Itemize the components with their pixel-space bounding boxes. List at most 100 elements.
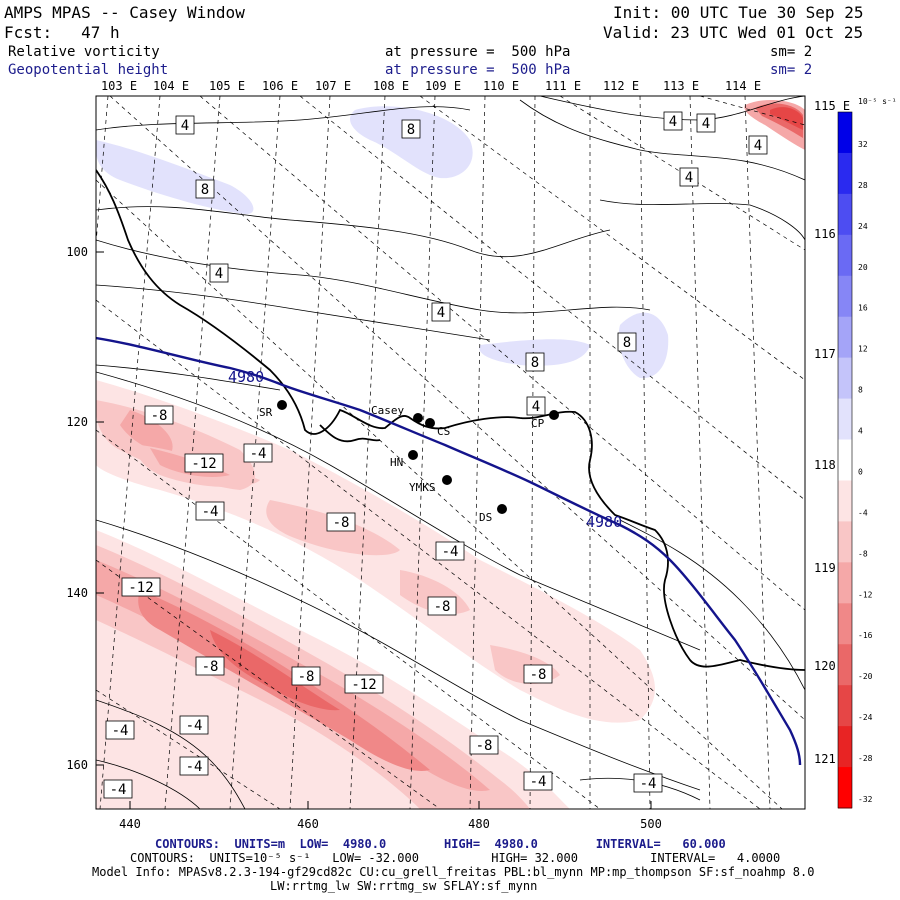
colorbar-swatch (838, 726, 852, 768)
svg-text:-8: -8 (476, 738, 493, 754)
colorbar-tick-label: 16 (858, 304, 868, 313)
colorbar-swatch (838, 357, 852, 400)
station-marker[interactable] (497, 504, 507, 514)
svg-text:-4: -4 (186, 718, 203, 734)
contour-label: -4 (633, 773, 663, 793)
svg-text:4: 4 (754, 138, 762, 154)
colorbar-swatch (838, 112, 852, 154)
colorbar-tick-label: 12 (858, 345, 868, 354)
colorbar-swatch (838, 480, 852, 522)
contour-label: -4 (523, 771, 553, 791)
station-marker[interactable] (549, 410, 559, 420)
x-axis-tickmarks (129, 801, 652, 809)
vorticity-labels: 4 8 8 4 4 4 4 4 8 8 4 4 -8 -4 -12 -4 -8 … (103, 111, 768, 799)
lon-label: 115 E (814, 99, 850, 113)
lon-label: 114 E (725, 79, 761, 93)
colorbar-tick-label: 0 (858, 467, 863, 476)
lon-label: 110 E (483, 79, 519, 93)
height-contour-info: CONTOURS: UNITS=m LOW= 4980.0 HIGH= 4980… (155, 837, 726, 851)
lon-top-labels: 103 E 104 E 105 E 106 E 107 E 108 E 109 … (101, 79, 761, 93)
contour-label: -4 (179, 715, 209, 735)
height-label: 4980 (228, 368, 264, 386)
lon-label: 111 E (545, 79, 581, 93)
colorbar-swatch (838, 439, 852, 481)
contour-label: -8 (144, 405, 174, 425)
contour-label: 8 (401, 119, 421, 139)
map-title: AMPS MPAS -- Casey Window (4, 3, 245, 22)
valid-time: Valid: 23 UTC Wed 01 Oct 25 (603, 23, 864, 42)
stations: SR Casey CS HN YMKS DS CP (259, 400, 559, 524)
lon-label: 109 E (425, 79, 461, 93)
station-label: CS (437, 425, 450, 438)
svg-text:-4: -4 (640, 776, 657, 792)
colorbar-tick-label: 28 (858, 181, 868, 190)
svg-text:4: 4 (437, 305, 445, 321)
svg-text:-8: -8 (298, 669, 315, 685)
vorticity-positive-shading (96, 106, 669, 379)
colorbar-tick-label: 24 (858, 222, 868, 231)
colorbar-tick-label: -8 (858, 549, 868, 558)
x-tick-label: 500 (640, 817, 662, 831)
y-tick-label: 100 (66, 245, 88, 259)
colorbar-swatch (838, 234, 852, 277)
height-contour-4980 (96, 336, 802, 766)
y-axis-tickmarks (96, 251, 104, 766)
contour-label: 8 (617, 332, 637, 352)
station-marker[interactable] (277, 400, 287, 410)
contour-label: -4 (179, 756, 209, 776)
field1-level: at pressure = 500 hPa (385, 44, 571, 60)
colorbar-tick-label: -4 (858, 508, 868, 517)
x-axis-labels: 440 460 480 500 (119, 817, 662, 831)
colorbar-frame (837, 111, 853, 809)
x-tick-label: 460 (297, 817, 319, 831)
contour-label: -4 (435, 541, 465, 561)
station-marker[interactable] (413, 413, 423, 423)
colorbar-tick-label: -24 (858, 713, 873, 722)
colorbar-swatch (838, 644, 852, 686)
svg-text:-4: -4 (112, 723, 129, 739)
svg-text:4: 4 (215, 266, 223, 282)
station-marker[interactable] (408, 450, 418, 460)
colorbar-tick-label: -20 (858, 672, 873, 681)
colorbar-swatch (838, 152, 852, 195)
init-time: Init: 00 UTC Tue 30 Sep 25 (613, 3, 864, 22)
svg-text:-4: -4 (186, 759, 203, 775)
y-axis-labels: 100 120 140 160 (66, 245, 88, 772)
svg-text:4: 4 (532, 399, 540, 415)
svg-text:-8: -8 (434, 599, 451, 615)
colorbar-swatch (838, 562, 852, 604)
svg-text:4: 4 (669, 114, 677, 130)
station-marker[interactable] (425, 418, 435, 428)
station-label: CP (531, 417, 545, 430)
svg-text:-12: -12 (191, 456, 216, 472)
station-marker[interactable] (442, 475, 452, 485)
svg-text:-8: -8 (530, 667, 547, 683)
model-info: Model Info: MPASv8.2.3-194-gf29cd82c CU:… (92, 865, 815, 879)
contour-label: -8 (291, 666, 321, 686)
y-tick-label: 160 (66, 758, 88, 772)
lon-label: 113 E (663, 79, 699, 93)
contour-label: 4 (526, 396, 546, 416)
contour-label: 4 (663, 111, 683, 131)
y-tick-label: 120 (66, 415, 88, 429)
colorbar-tick-label: -32 (858, 795, 873, 804)
colorbar-swatch (838, 767, 852, 809)
contour-label: -12 (344, 674, 384, 694)
station-label: DS (479, 511, 492, 524)
svg-text:-8: -8 (202, 659, 219, 675)
vorticity-negative-shading (96, 380, 655, 809)
lon-label: 103 E (101, 79, 137, 93)
lon-label: 108 E (373, 79, 409, 93)
field1-smoothing: sm= 2 (770, 44, 813, 60)
contour-label: 4 (175, 115, 195, 135)
vorticity-max-corner (744, 99, 805, 150)
colorbar-tick-label: 32 (858, 140, 868, 149)
svg-text:-4: -4 (250, 446, 267, 462)
colorbar-tick-label: 20 (858, 263, 868, 272)
lon-label: 104 E (153, 79, 189, 93)
svg-text:-4: -4 (110, 782, 127, 798)
colorbar-swatch (838, 316, 852, 359)
field1-name: Relative vorticity (8, 44, 160, 60)
svg-text:-8: -8 (151, 408, 168, 424)
